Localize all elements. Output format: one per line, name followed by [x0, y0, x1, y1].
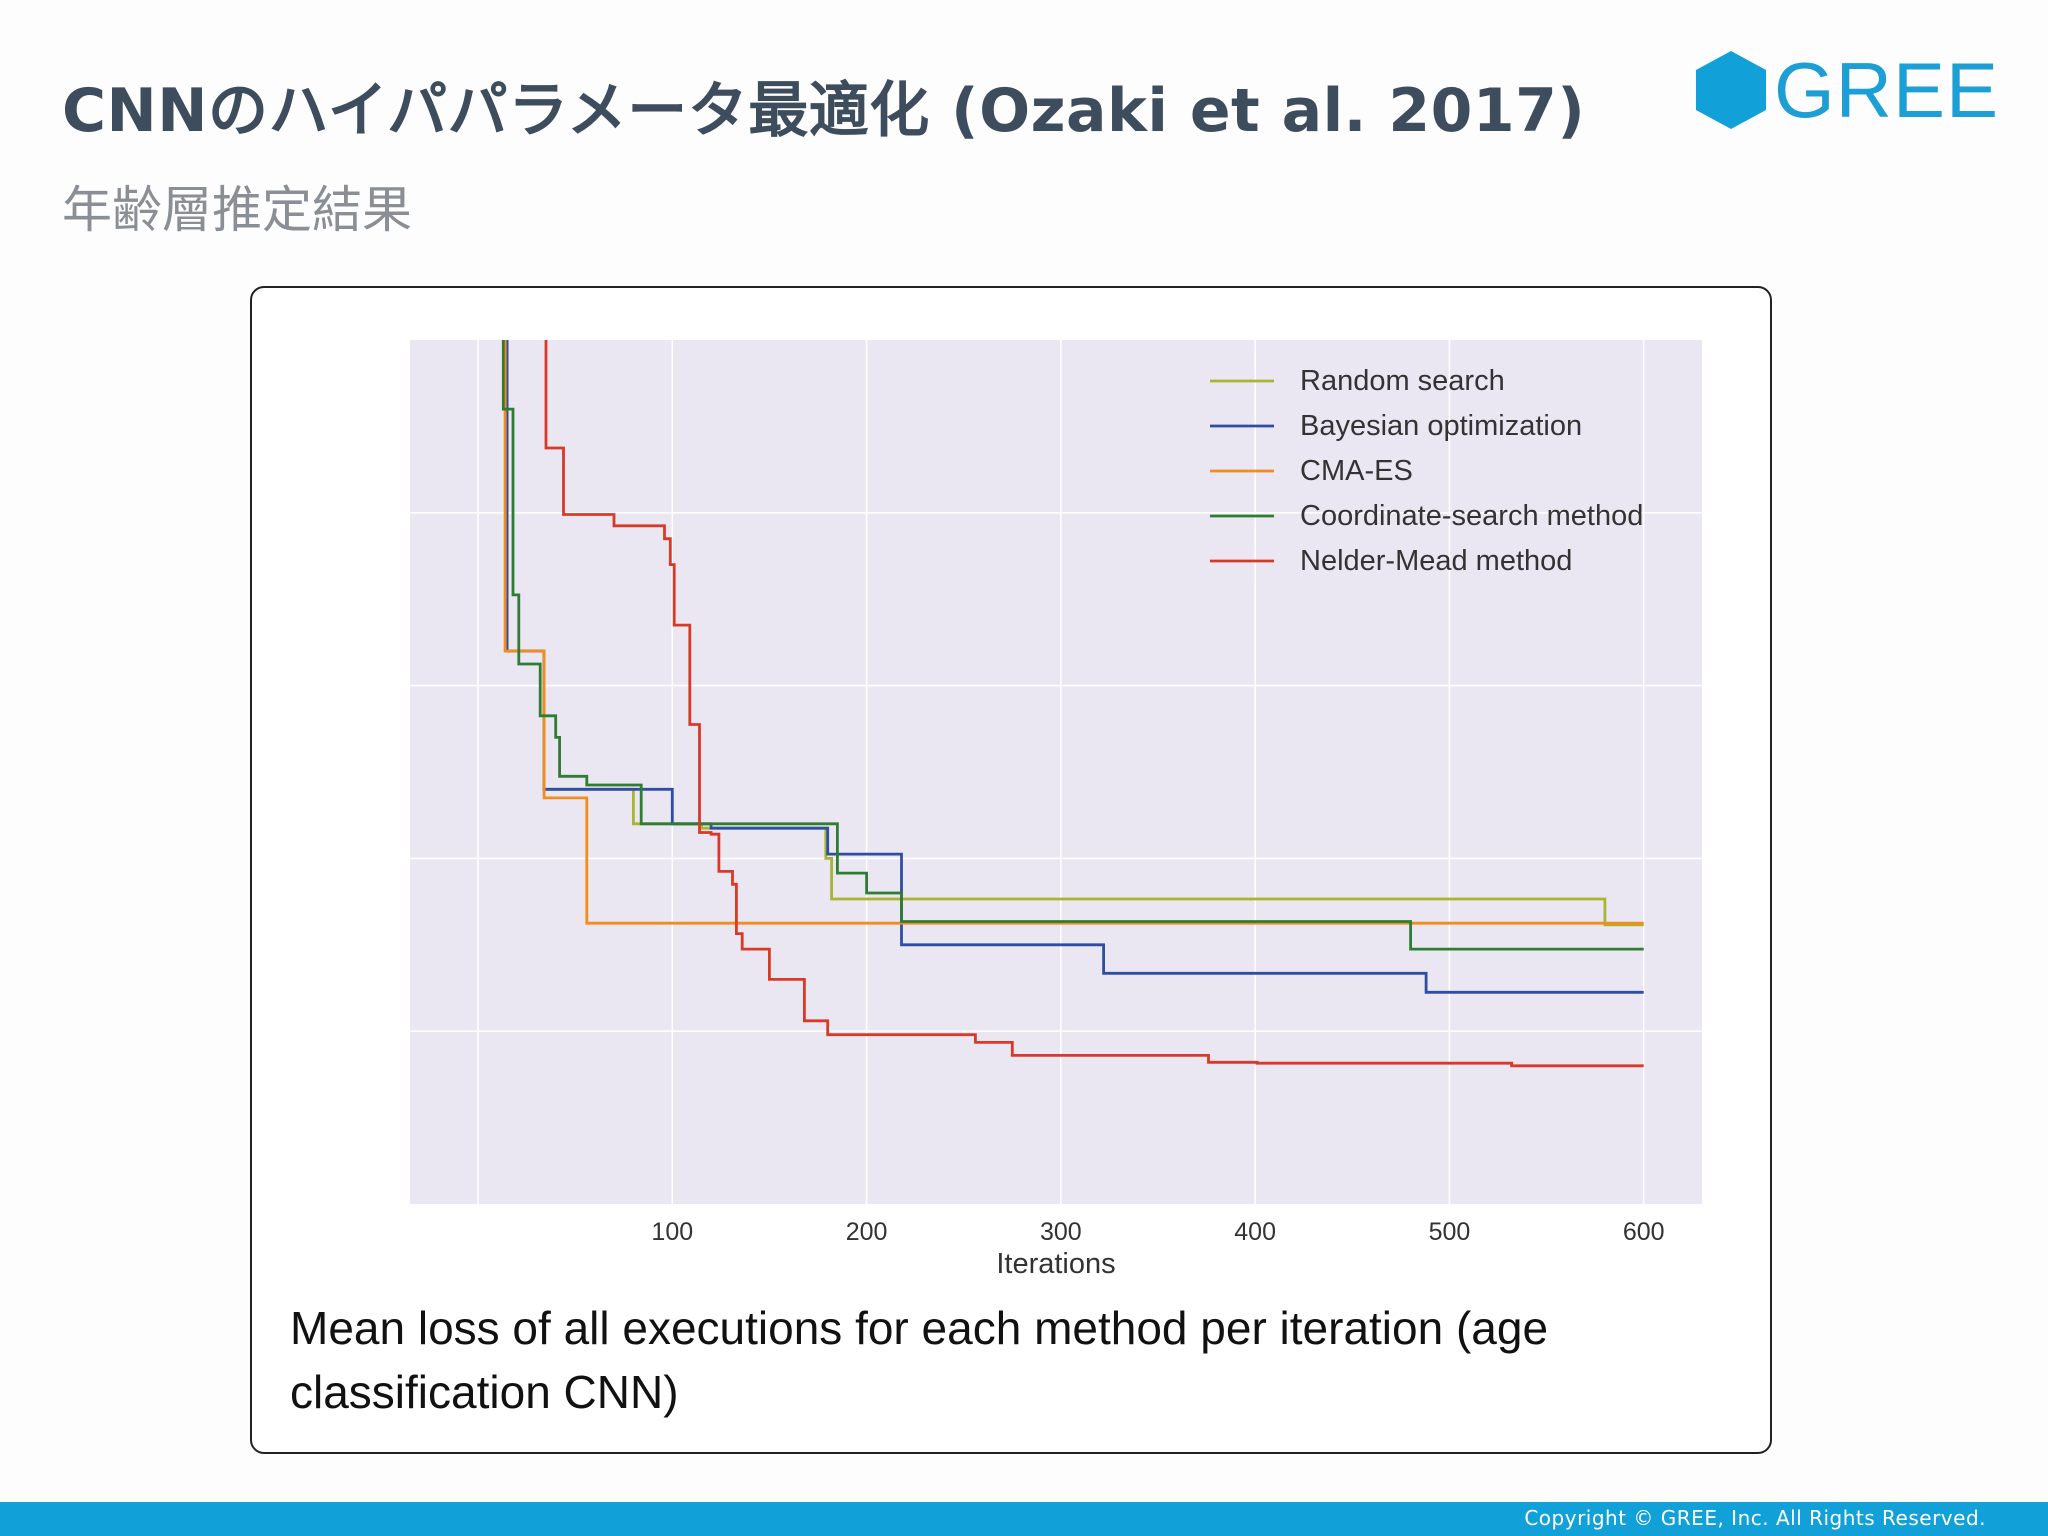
figure-caption: Mean loss of all executions for each met…: [290, 1302, 1549, 1418]
slide-title: CNNのハイパパラメータ最適化 (Ozaki et al. 2017): [62, 76, 1586, 146]
legend-label: Random search: [1300, 365, 1505, 397]
series-lines: [501, 340, 1644, 1068]
x-tick-label: 400: [1234, 1218, 1276, 1246]
x-tick-label: 200: [846, 1218, 888, 1246]
series-line-coordinate-search-method: [501, 340, 1644, 951]
legend-label: Coordinate-search method: [1300, 500, 1643, 532]
x-axis-label: Iterations: [996, 1248, 1115, 1280]
legend: Random search Bayesian optimization CMA-ES…: [1210, 365, 1643, 577]
loss-chart: 100 200 300 400 500 600 Iterations Random sea…: [410, 340, 1702, 1280]
legend-label: Nelder-Mead method: [1300, 545, 1572, 577]
hexagon-logo-icon: [1696, 51, 1766, 129]
copyright-text: Copyright © GREE, Inc. All Rights Reserv…: [1524, 1506, 1986, 1530]
x-tick-label: 100: [651, 1218, 693, 1246]
footer-bar: Copyright © GREE, Inc. All Rights Reserv…: [0, 1502, 2048, 1536]
x-tick-label: 500: [1429, 1218, 1471, 1246]
grid-lines: [410, 340, 1702, 1204]
x-tick-label: 600: [1623, 1218, 1665, 1246]
legend-label: Bayesian optimization: [1300, 410, 1582, 442]
plot-area: [410, 340, 1702, 1204]
legend-label: CMA-ES: [1300, 455, 1413, 487]
series-line-nelder-mead-method: [544, 340, 1644, 1068]
series-line-cma-es: [503, 340, 1644, 925]
x-tick-label: 300: [1040, 1218, 1082, 1246]
slide-subtitle: 年齢層推定結果: [62, 181, 412, 239]
logo-text: GREE: [1774, 46, 2000, 134]
x-tick-labels: 100 200 300 400 500 600: [651, 1218, 1664, 1246]
gree-logo: GREE: [1694, 48, 1998, 132]
